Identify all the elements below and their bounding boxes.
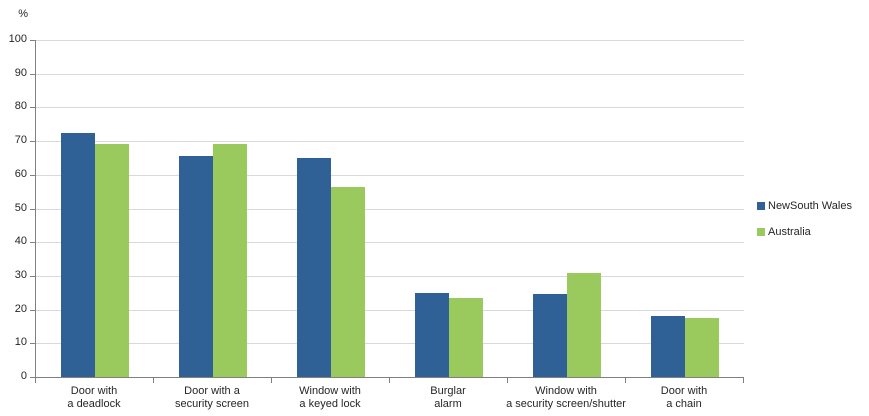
gridline-100 [36, 40, 744, 41]
x-category-label-1: Door with a security screen [175, 385, 249, 410]
y-tick-label-20: 20 [14, 302, 27, 315]
y-tick-label-50: 50 [14, 201, 27, 214]
y-tick-mark [30, 141, 35, 142]
bar-newsouth-wales-0 [61, 133, 95, 377]
y-tick-mark [30, 107, 35, 108]
legend-label-1: Australia [768, 226, 811, 238]
bar-australia-2 [331, 187, 365, 377]
x-category-label-3: Burglar alarm [430, 385, 466, 410]
gridline-80 [36, 107, 744, 109]
y-tick-label-70: 70 [14, 134, 27, 147]
y-tick-mark [30, 175, 35, 176]
y-tick-mark [30, 40, 35, 41]
bar-newsouth-wales-5 [651, 316, 685, 377]
gridline-40 [36, 242, 744, 244]
bar-australia-3 [449, 298, 483, 377]
x-category-label-5: Door with a chain [660, 385, 708, 410]
legend-label-0: NewSouth Wales [768, 200, 852, 212]
bar-australia-1 [213, 144, 247, 377]
gridline-70 [36, 141, 744, 143]
y-tick-mark [30, 209, 35, 210]
bar-australia-5 [685, 318, 719, 377]
y-tick-label-0: 0 [20, 370, 27, 382]
y-tick-mark [30, 377, 35, 378]
x-tick-mark [153, 378, 154, 383]
y-tick-mark [30, 310, 35, 311]
gridline-50 [36, 208, 744, 210]
x-category-label-2: Window with a keyed lock [299, 385, 361, 410]
x-tick-mark [271, 378, 272, 383]
gridline-90 [36, 73, 744, 75]
y-tick-label-90: 90 [14, 66, 27, 79]
bar-newsouth-wales-4 [533, 294, 567, 377]
x-tick-mark [507, 378, 508, 383]
plot-area [35, 40, 744, 378]
y-tick-label-30: 30 [14, 268, 27, 281]
legend: NewSouth Wales Australia [757, 200, 852, 238]
y-tick-label-80: 80 [14, 100, 27, 113]
legend-swatch-1 [757, 228, 765, 236]
legend-item-1: Australia [757, 226, 852, 238]
y-tick-mark [30, 276, 35, 277]
bar-newsouth-wales-1 [179, 156, 213, 377]
y-tick-mark [30, 242, 35, 243]
x-category-label-4: Window with a security screen/shutter [506, 385, 626, 410]
y-tick-label-100: 100 [8, 33, 27, 45]
bar-newsouth-wales-3 [415, 293, 449, 377]
gridline-20 [36, 309, 744, 311]
x-category-label-0: Door with a deadlock [67, 385, 121, 410]
y-tick-label-10: 10 [14, 336, 27, 349]
y-axis-unit-label: % [18, 8, 28, 20]
gridline-30 [36, 275, 744, 277]
legend-swatch-0 [757, 202, 765, 210]
x-tick-mark [35, 378, 36, 383]
legend-item-0: NewSouth Wales [757, 200, 852, 212]
y-tick-mark [30, 74, 35, 75]
x-tick-mark [389, 378, 390, 383]
y-tick-mark [30, 343, 35, 344]
y-tick-label-60: 60 [14, 167, 27, 180]
bar-australia-4 [567, 273, 601, 377]
x-tick-mark [625, 378, 626, 383]
bar-australia-0 [95, 144, 129, 377]
gridline-10 [36, 343, 744, 345]
gridline-60 [36, 174, 744, 176]
bar-newsouth-wales-2 [297, 158, 331, 377]
y-tick-label-40: 40 [14, 235, 27, 248]
x-tick-mark [743, 378, 744, 383]
